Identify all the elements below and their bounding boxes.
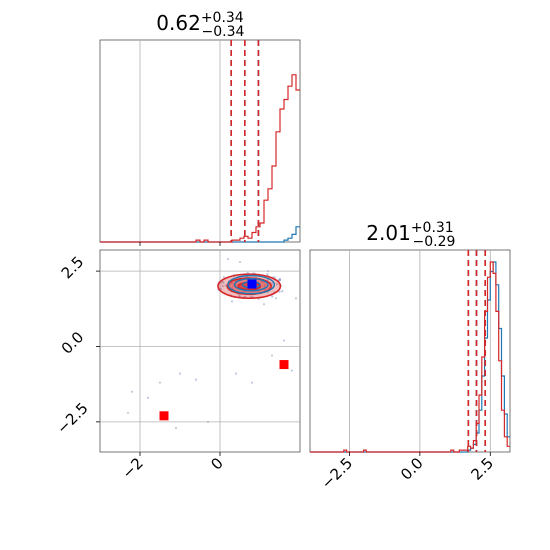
title-param2-plus: +0.31	[411, 220, 454, 236]
sample-point	[226, 257, 230, 261]
y-tick-label: −2.5	[53, 399, 91, 437]
y-tick-label: 0.0	[58, 328, 88, 358]
sample-point	[238, 260, 242, 264]
panel-top-left-grid	[139, 40, 221, 242]
sample-point	[221, 284, 224, 288]
panel-bottom-left: −2 0 −2.5 0.0 2.5	[53, 249, 301, 482]
sample-point	[282, 339, 286, 342]
panel-top-left: 0.62+0.34 −0.34	[99, 10, 301, 246]
sample-point	[262, 303, 266, 306]
sample-point	[126, 411, 130, 414]
sample-point	[266, 273, 269, 276]
sample-point	[222, 281, 225, 284]
panel-bottom-right-quantile-lines	[467, 250, 487, 452]
sample-point	[228, 283, 231, 287]
sample-point	[222, 276, 226, 279]
sample-point	[274, 297, 278, 300]
param2-series-2-histogram	[310, 261, 510, 453]
panel-bottom-right-ticks: −2.5 0.0 2.5	[318, 452, 497, 493]
marker-square	[247, 279, 257, 289]
contour-blue-level	[227, 274, 276, 295]
title-param1: 0.62+0.34 −0.34	[156, 10, 244, 40]
panel-top-left-tick-marks	[139, 242, 221, 246]
x-tick-label: 2.5	[468, 454, 498, 484]
panel-top-left-frame	[99, 39, 301, 243]
sample-point	[294, 297, 298, 300]
x-tick-label: 0.0	[397, 454, 427, 484]
sample-point	[158, 381, 162, 384]
sample-point	[275, 283, 279, 286]
sample-point	[224, 284, 227, 287]
sample-point	[230, 300, 234, 303]
sample-point	[263, 284, 266, 287]
title-param2-minus: −0.29	[413, 234, 456, 250]
marker-square	[279, 360, 289, 370]
sample-point	[234, 372, 238, 375]
sample-point	[250, 381, 254, 384]
marker-square	[159, 411, 169, 421]
sample-point	[230, 281, 234, 285]
sample-point	[174, 426, 178, 429]
contour-blue-level	[233, 277, 269, 292]
sample-point	[281, 289, 284, 293]
sample-point	[194, 378, 198, 381]
param1-series-2-histogram	[100, 74, 300, 243]
sample-point	[273, 276, 276, 279]
title-param1-minus: −0.34	[202, 24, 245, 40]
title-param1-value: 0.62	[156, 11, 201, 35]
title-param2-value: 2.01	[366, 221, 411, 245]
sample-point	[266, 270, 270, 273]
sample-point	[290, 369, 294, 372]
title-param2: 2.01+0.31 −0.29	[366, 220, 455, 250]
sample-point	[271, 295, 274, 298]
y-tick-label: 2.5	[58, 253, 88, 283]
panel-bottom-right: −2.5 0.0 2.5 2.01+0.31 −0.29	[309, 220, 511, 493]
panel-bottom-left-frame	[99, 249, 301, 453]
x-tick-label: −2.5	[318, 454, 356, 492]
panel-bottom-left-markers	[159, 279, 289, 421]
title-param1-plus: +0.34	[201, 10, 244, 26]
sample-point	[130, 390, 134, 393]
panel-top-left-histograms	[100, 74, 300, 243]
panel-bottom-right-frame	[309, 249, 511, 453]
x-tick-label: 0	[207, 454, 226, 473]
panel-bottom-left-grid	[100, 250, 300, 452]
sample-point	[270, 354, 274, 357]
x-tick-label: −2	[118, 454, 146, 482]
sample-point	[206, 420, 210, 423]
sample-point	[178, 372, 182, 375]
sample-point	[146, 396, 150, 399]
panel-bottom-right-histograms	[310, 261, 510, 453]
panel-top-left-quantile-lines	[230, 40, 260, 242]
sample-point	[278, 279, 281, 282]
